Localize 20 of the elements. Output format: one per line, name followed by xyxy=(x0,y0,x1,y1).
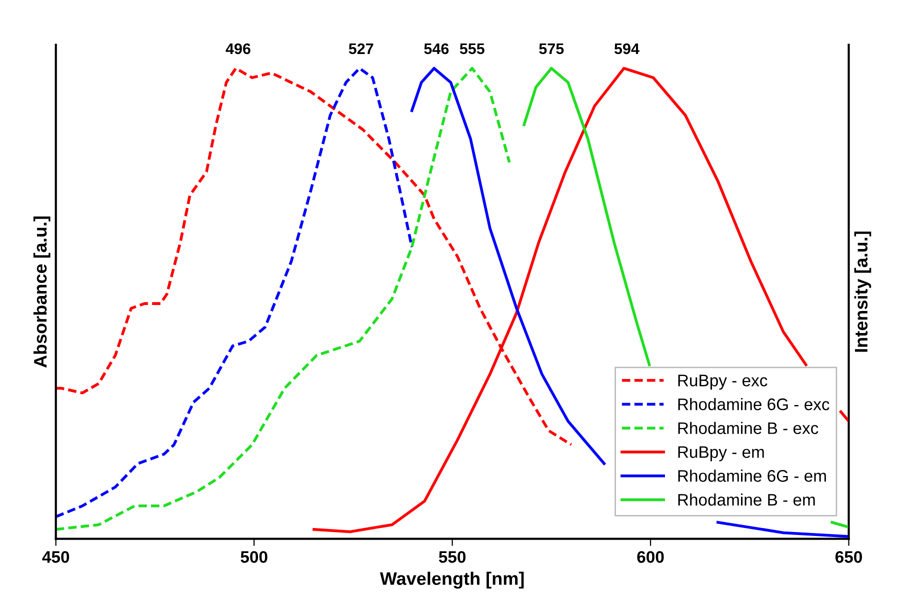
annotation: 594 xyxy=(614,43,640,54)
x-axis-title: Wavelength [nm] xyxy=(380,572,524,589)
annotation: 555 xyxy=(460,43,484,54)
legend-label: Rhodamine 6G - em xyxy=(678,470,826,482)
x-tick-label: 500 xyxy=(240,551,268,563)
annotation: 575 xyxy=(539,43,564,54)
legend-label: Rhodamine B - em xyxy=(678,493,815,506)
x-tick-label: 600 xyxy=(637,551,664,563)
x-tick-label: 450 xyxy=(42,551,70,563)
x-tick-label: 650 xyxy=(835,551,862,563)
y-axis-title: Absorbance [a.u.] xyxy=(33,216,50,368)
legend-label: RuBpy - exc xyxy=(678,374,768,390)
annotation: 527 xyxy=(348,43,374,54)
legend-label: Rhodamine B - exc xyxy=(678,422,818,434)
legend-label: RuBpy - em xyxy=(678,446,764,462)
x-tick-label: 550 xyxy=(438,551,466,563)
legend-label: Rhodamine 6G - exc xyxy=(678,398,830,410)
annotation: 546 xyxy=(424,43,449,54)
y2-axis-title: Intensity [a.u.] xyxy=(854,232,872,352)
annotation: 496 xyxy=(226,43,250,54)
